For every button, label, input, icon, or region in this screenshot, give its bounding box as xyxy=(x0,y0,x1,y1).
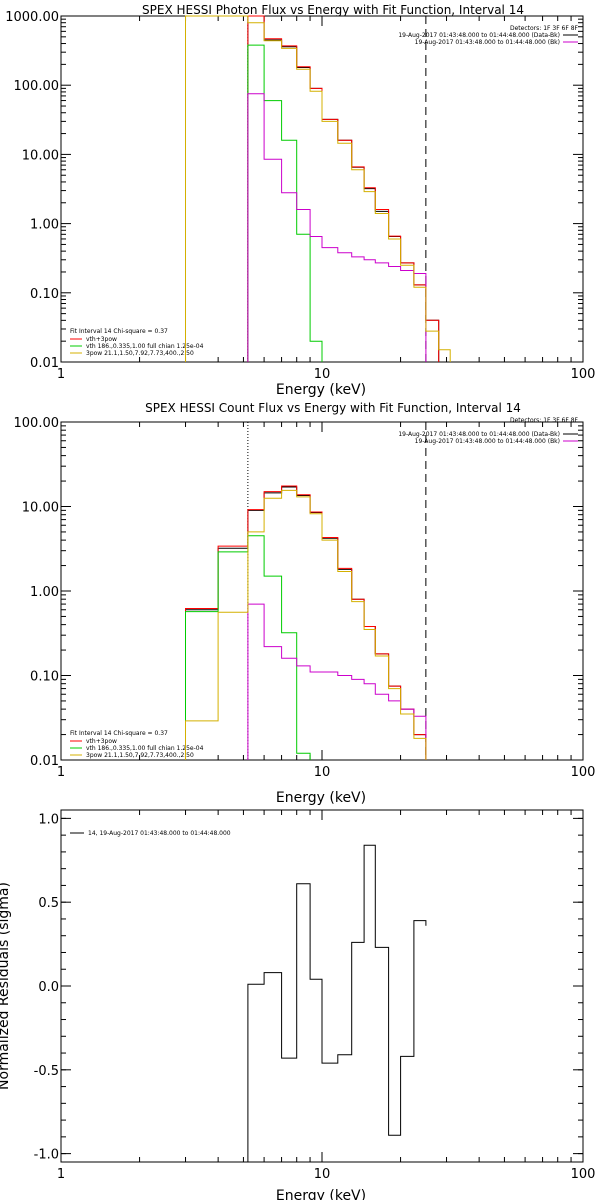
panel1-ytick-label: 100.00 xyxy=(14,79,60,94)
panel2-legend-entry-1: vth+3pow xyxy=(86,738,117,745)
panel2-series-0 xyxy=(185,486,427,760)
panel1-series-1 xyxy=(247,15,440,362)
panel2-info-line1: 19-Aug-2017 01:43:48.000 to 01:44:48.000… xyxy=(398,431,560,438)
panel1-legend-header: Fit Interval 14 Chi-square = 0.37 xyxy=(70,328,168,335)
panel2-series-4 xyxy=(185,489,427,760)
panel2-ytick-label: 10.00 xyxy=(22,501,59,516)
panel1-xtick-label: 1 xyxy=(57,367,65,382)
panel1-series-3 xyxy=(247,93,427,362)
panel3-xtick-label: 100 xyxy=(571,1167,596,1182)
panel3-xlabel: Energy (keV) xyxy=(276,1188,366,1200)
panel1-series-0 xyxy=(247,15,440,362)
panel1-ytick-label: 0.01 xyxy=(30,356,59,371)
panel1-ytick-label: 10.00 xyxy=(22,148,59,163)
panel3-xtick-label: 10 xyxy=(314,1167,331,1182)
panel3-ytick-label: -1.0 xyxy=(34,1148,59,1163)
panel1-info-line1: 19-Aug-2017 01:43:48.000 to 01:44:48.000… xyxy=(398,32,560,39)
photon-flux-panel: SPEX HESSI Photon Flux vs Energy with Fi… xyxy=(5,3,595,398)
panel2-frame xyxy=(60,421,584,761)
panel1-legend-entry-2: vth 186.,0.335,1.00 full chian 1.25e-04 xyxy=(86,343,204,350)
panel1-title: SPEX HESSI Photon Flux vs Energy with Fi… xyxy=(142,3,524,17)
panel1-ytick-label: 0.10 xyxy=(30,287,59,302)
panel1-xtick-label: 10 xyxy=(314,367,331,382)
panel3-ytick-label: 1.0 xyxy=(38,812,59,827)
panel2-xtick-label: 10 xyxy=(314,765,331,780)
panel1-series-4 xyxy=(185,15,451,362)
panel1-ytick-label: 1000.00 xyxy=(5,10,59,25)
panel3-legend-entry: 14, 19-Aug-2017 01:43:48.000 to 01:44:48… xyxy=(88,830,231,837)
panel1-legend-entry-3: 3pow 21.1,1.50,7.92,7.73,400.,2.50 xyxy=(86,350,194,357)
panel2-xtick-label: 100 xyxy=(571,765,596,780)
panel1-xlabel: Energy (keV) xyxy=(276,382,366,398)
panel2-xlabel: Energy (keV) xyxy=(276,790,366,806)
panel3-ytick-label: 0.5 xyxy=(38,896,59,911)
panel3-ytick-label: 0.0 xyxy=(38,980,59,995)
panel2-info-line2: 19-Aug-2017 01:43:48.000 to 01:44:48.000… xyxy=(415,438,560,445)
panel2-legend-header: Fit Interval 14 Chi-square = 0.37 xyxy=(70,730,168,737)
panel1-legend-entry-1: vth+3pow xyxy=(86,336,117,343)
panel2-title: SPEX HESSI Count Flux vs Energy with Fit… xyxy=(145,401,521,415)
panel3-xtick-label: 1 xyxy=(57,1167,65,1182)
panel1-series-2 xyxy=(247,44,323,362)
panel1-xtick-label: 100 xyxy=(571,367,596,382)
panel3-series-0 xyxy=(247,844,427,1162)
panel1-ytick-label: 1.00 xyxy=(30,218,59,233)
panel1-frame xyxy=(60,15,584,363)
panel2-ytick-label: 0.10 xyxy=(30,670,59,685)
panel3-ylabel: Normalized Residuals (sigma) xyxy=(0,882,12,1090)
panel3-ytick-label: -0.5 xyxy=(34,1064,59,1079)
residuals-panel: Energy (keV) Normalized Residuals (sigma… xyxy=(0,809,596,1200)
panel2-series-3 xyxy=(247,603,427,760)
panel2-ytick-label: 100.00 xyxy=(14,416,60,431)
panel2-ytick-label: 1.00 xyxy=(30,585,59,600)
panel2-xtick-label: 1 xyxy=(57,765,65,780)
panel1-info-line2: 19-Aug-2017 01:43:48.000 to 01:44:48.000… xyxy=(415,39,560,46)
panel1-detectors: Detectors: 1F 3F 6F 8F xyxy=(510,25,579,32)
panel2-legend-entry-2: vth 186.,0.335,1.00 full chian 1.25e-04 xyxy=(86,745,204,752)
panel2-series-1 xyxy=(185,485,427,760)
panel2-detectors: Detectors: 1F 3F 6F 8F xyxy=(510,417,579,424)
panel2-ytick-label: 0.01 xyxy=(30,754,59,769)
panel2-series-2 xyxy=(185,535,311,760)
count-flux-panel: SPEX HESSI Count Flux vs Energy with Fit… xyxy=(14,401,596,806)
